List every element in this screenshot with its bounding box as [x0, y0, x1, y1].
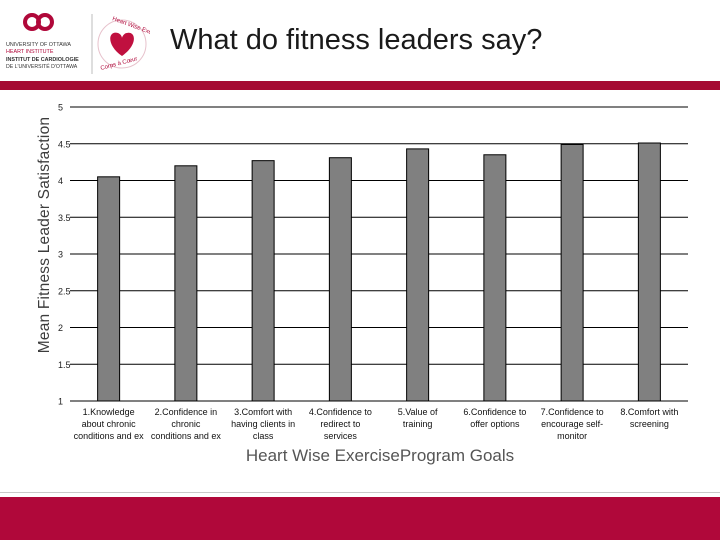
logo-line-3: INSTITUT DE CARDIOLOGIE: [6, 57, 79, 63]
heart-wise-ring: [97, 19, 147, 69]
category-label: 2.Confidence in chronic conditions and ex: [151, 407, 222, 441]
bar: [483, 154, 507, 402]
footer-accent-bar: [0, 497, 720, 540]
bar: [560, 143, 584, 402]
bar: [251, 160, 275, 402]
heart-institute-logo: UNIVERSITY OF OTTAWA HEART INSTITUTE INS…: [6, 13, 79, 70]
category-label: 4.Confidence to redirect to services: [309, 407, 372, 441]
bar: [637, 142, 661, 402]
y-tick-label: 4: [58, 176, 63, 186]
category-label: 3.Comfort with having clients in class: [231, 407, 295, 441]
bar: [406, 148, 430, 402]
x-axis-label: Heart Wise ExerciseProgram Goals: [245, 446, 515, 465]
grid-layer: [70, 106, 688, 402]
y-tick-label: 2.5: [58, 286, 71, 296]
bar: [97, 176, 121, 402]
y-tick-label: 5: [58, 103, 63, 113]
y-tick-label: 2: [58, 323, 63, 333]
y-tick-label: 1: [58, 397, 63, 407]
y-tick-label: 4.5: [58, 139, 71, 149]
logo-line-4: DE L'UNIVERSITÉ D'OTTAWA: [6, 63, 78, 70]
tick-layer: 1 1.5 2 2.5 3 3.5 4 4.5 5: [58, 103, 71, 407]
category-label: 8.Comfort with screening: [620, 407, 678, 429]
y-tick-label: 3.5: [58, 213, 71, 223]
category-label-layer: 1.Knowledge about chronic conditions and e…: [74, 407, 679, 441]
bar: [328, 157, 352, 402]
header-accent-bar: [0, 81, 720, 90]
bar: [174, 165, 198, 402]
logo-ring-right: [36, 13, 54, 31]
y-tick-label: 3: [58, 250, 63, 260]
heart-wise-heart-icon: [110, 32, 134, 56]
page-title: What do fitness leaders say?: [170, 24, 543, 56]
category-label: 7.Confidence to encourage self-monitor: [541, 407, 604, 441]
y-tick-label: 1.5: [58, 360, 71, 370]
logo-line-2: HEART INSTITUTE: [6, 49, 54, 55]
category-label: 6.Confidence to offer options: [463, 407, 526, 429]
logo-line-1: UNIVERSITY OF OTTAWA: [6, 42, 71, 48]
category-label: 5.Value of training: [398, 407, 438, 429]
bar-chart: 1 1.5 2 2.5 3 3.5 4 4.5 5 1.Knowledge about chron…: [58, 103, 688, 441]
footer-divider: [0, 492, 720, 493]
category-label: 1.Knowledge about chronic conditions and e…: [74, 407, 145, 441]
bar-layer: [97, 142, 661, 402]
